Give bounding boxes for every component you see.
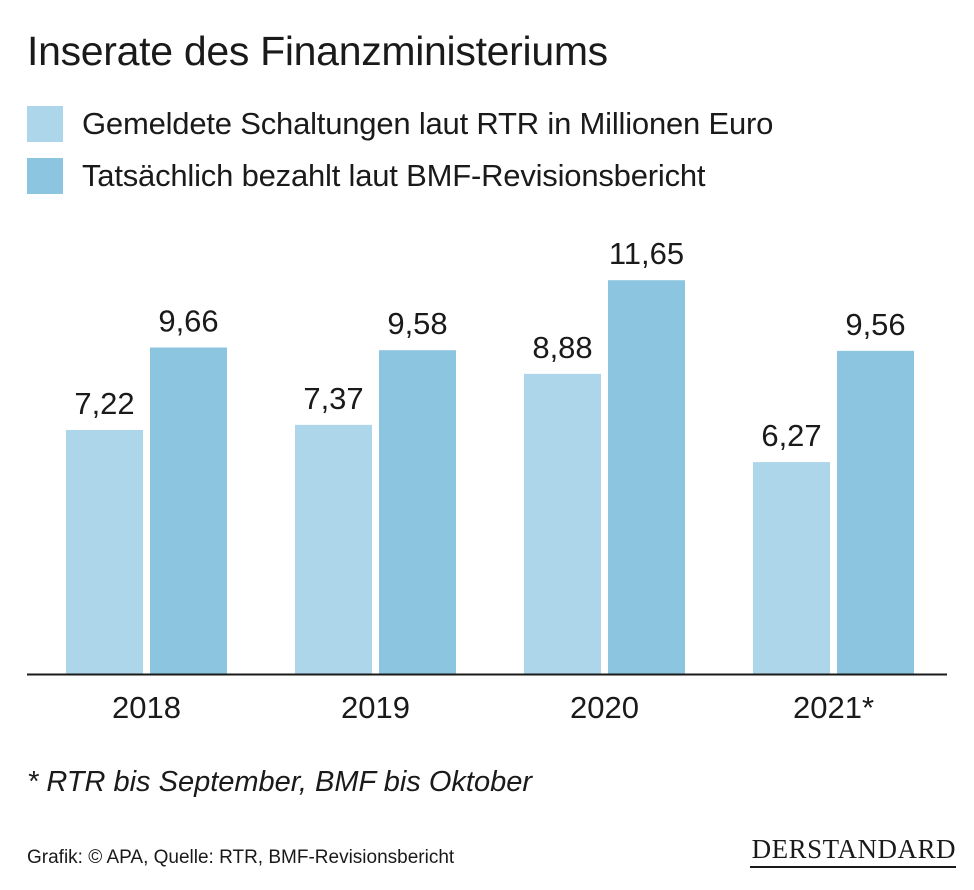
data-label-rtr-2020: 8,88 (532, 330, 592, 365)
legend-swatch-bmf (27, 158, 63, 194)
legend-label-bmf: Tatsächlich bezahlt laut BMF-Revisionsbe… (82, 158, 706, 193)
data-label-bmf-2021: 9,56 (845, 307, 905, 342)
data-label-bmf-2019: 9,58 (387, 306, 447, 341)
bar-rtr-2021 (753, 462, 830, 674)
data-label-rtr-2021: 6,27 (761, 418, 821, 453)
x-tick-label-2019: 2019 (341, 690, 410, 725)
source-credit: Grafik: © APA, Quelle: RTR, BMF-Revision… (27, 847, 455, 868)
x-tick-label-2020: 2020 (570, 690, 639, 725)
bar-chart: 7,22 9,66 2018 7,37 9,58 2019 8,88 11,65 2020 6,2… (27, 236, 947, 725)
x-tick-label-2021: 2021* (793, 690, 874, 725)
legend-item-bmf: Tatsächlich bezahlt laut BMF-Revisionsbe… (27, 156, 706, 196)
legend-item-rtr: Gemeldete Schaltungen laut RTR in Millio… (27, 104, 773, 144)
bar-rtr-2019 (295, 424, 372, 674)
legend-swatch-rtr (27, 106, 63, 142)
data-label-rtr-2018: 7,22 (74, 386, 134, 421)
bar-bmf-2020 (608, 280, 685, 674)
chart-title: Inserate des Finanzministeriums (27, 28, 608, 74)
legend-label-rtr: Gemeldete Schaltungen laut RTR in Millio… (82, 106, 774, 141)
logo-underline (750, 866, 956, 868)
bar-bmf-2019 (379, 350, 456, 674)
bar-bmf-2021 (837, 350, 914, 674)
derstandard-logo: DERSTANDARD (751, 834, 956, 864)
data-label-bmf-2020: 11,65 (609, 236, 684, 271)
x-tick-label-2018: 2018 (112, 690, 181, 725)
bar-bmf-2018 (150, 347, 227, 674)
data-label-bmf-2018: 9,66 (158, 303, 218, 338)
bar-rtr-2020 (524, 373, 601, 674)
footnote: * RTR bis September, BMF bis Oktober (27, 766, 533, 798)
bar-rtr-2018 (66, 429, 143, 674)
data-label-rtr-2019: 7,37 (303, 381, 363, 416)
